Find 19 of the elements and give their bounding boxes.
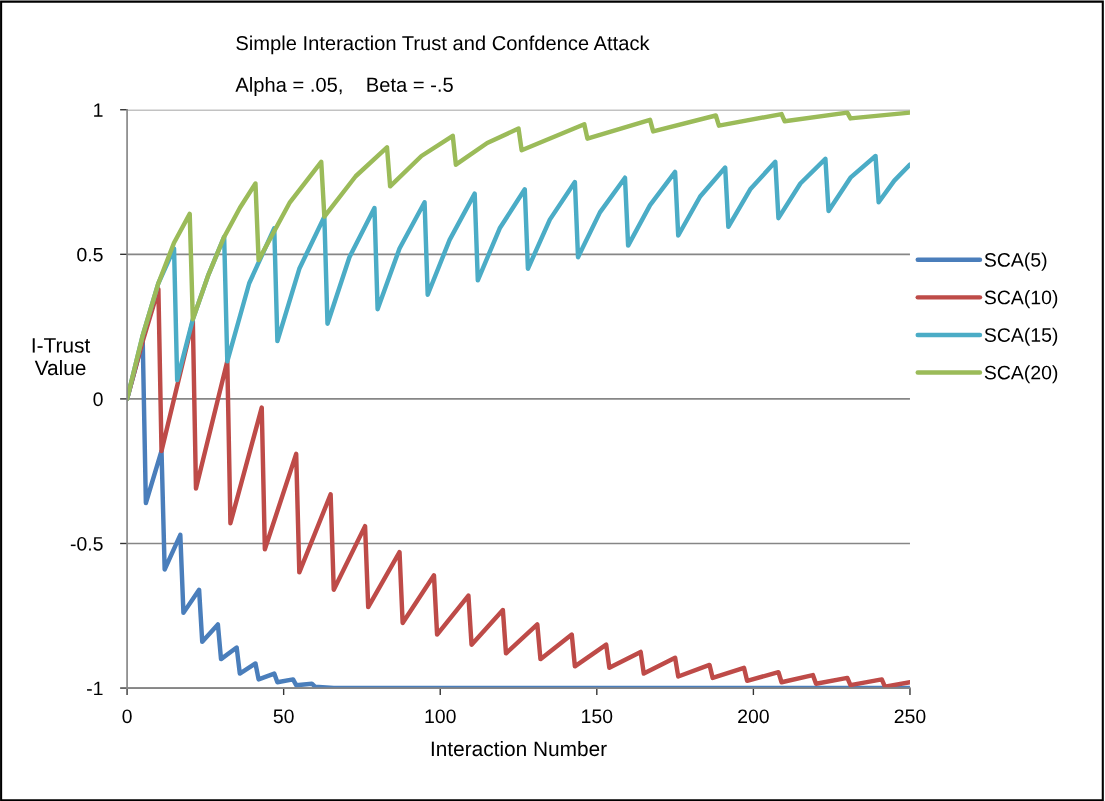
- legend-label: SCA(15): [984, 327, 1058, 346]
- x-tick-label: 0: [122, 709, 132, 724]
- y-tick-label: -0.5: [70, 536, 103, 551]
- legend-label: SCA(20): [984, 365, 1058, 384]
- legend-label: SCA(5): [984, 252, 1047, 271]
- chart-subtitle: Alpha = .05, Beta = -.5: [235, 77, 453, 96]
- x-axis-title: Interaction Number: [431, 740, 607, 757]
- x-tick-label: 150: [582, 709, 613, 724]
- legend-label: SCA(10): [984, 290, 1058, 309]
- y-tick-label: 0.5: [77, 247, 103, 262]
- x-tick-label: 100: [425, 709, 456, 724]
- chart-title: Simple Interaction Trust and Confdence Attack: [236, 35, 650, 55]
- x-tick-label: 200: [738, 709, 769, 724]
- y-tick-label: 1: [94, 103, 103, 117]
- y-tick-label: 0: [93, 392, 103, 407]
- x-tick-label: 250: [894, 709, 926, 724]
- x-tick-label: 50: [273, 709, 294, 724]
- y-axis-title: I-Trust Value: [32, 338, 91, 376]
- y-tick-label: -1: [87, 681, 103, 696]
